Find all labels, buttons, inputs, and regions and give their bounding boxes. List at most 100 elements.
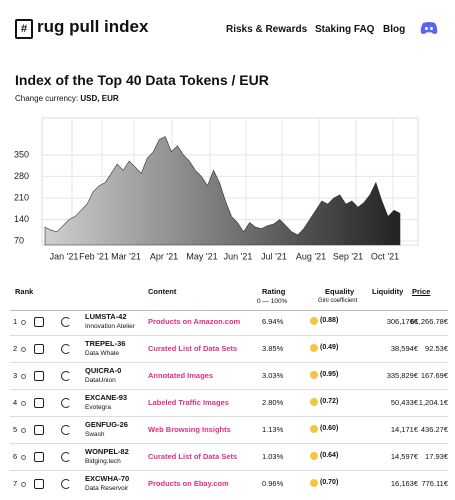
column-header[interactable]: Price <box>412 287 431 296</box>
logo[interactable]: # <box>15 19 33 39</box>
price: 61,266.78€ <box>410 317 448 326</box>
x-tick-label: Jun '21 <box>224 251 253 261</box>
rating-sub: 0 — 100% <box>257 298 288 305</box>
chart-icon[interactable] <box>34 425 44 435</box>
rank-dot <box>21 374 26 379</box>
pie-icon[interactable] <box>61 479 71 489</box>
gini: (0.95) <box>320 371 339 378</box>
chart-icon[interactable] <box>34 479 44 489</box>
rating: 1.03% <box>262 452 284 461</box>
chart-icon[interactable] <box>34 452 44 462</box>
content-link[interactable]: Curated List of Data Sets <box>148 344 238 353</box>
gini: (0.88) <box>320 317 339 324</box>
price: 776.11€ <box>421 479 448 488</box>
rank-dot <box>21 401 26 406</box>
rank: 2 <box>13 344 18 353</box>
pie-icon[interactable] <box>61 317 71 327</box>
liquidity: 14,171€ <box>390 425 418 434</box>
rank: 1 <box>13 317 18 326</box>
pie-icon[interactable] <box>61 452 71 462</box>
equality-emoji <box>310 452 318 460</box>
y-tick-label: 140 <box>14 214 29 224</box>
brand[interactable]: rug pull index <box>37 17 149 36</box>
equality-emoji <box>310 425 318 433</box>
rank-dot <box>21 428 26 433</box>
pie-icon[interactable] <box>61 344 71 354</box>
pie-icon[interactable] <box>61 398 71 408</box>
rating: 1.13% <box>262 425 284 434</box>
x-tick-label: Oct '21 <box>371 251 399 261</box>
chart-icon[interactable] <box>34 398 44 408</box>
token-name: QUICRA-0 <box>85 366 122 375</box>
header-rule <box>10 310 448 311</box>
liquidity: 16,163€ <box>390 479 418 488</box>
rank: 4 <box>13 398 18 407</box>
token-owner: DataUnion <box>85 377 116 384</box>
rating: 3.03% <box>262 371 284 380</box>
equality-emoji <box>310 479 318 487</box>
x-tick-label: Apr '21 <box>150 251 178 261</box>
content-link[interactable]: Labeled Traffic Images <box>148 398 229 407</box>
equality-emoji <box>310 317 318 325</box>
rank: 7 <box>13 479 18 488</box>
token-name: GENFUG-26 <box>85 420 128 429</box>
currency-label: Change currency: <box>15 94 79 103</box>
discord-icon[interactable] <box>420 21 438 35</box>
row-rule <box>10 416 448 417</box>
token-name: EXCANE-93 <box>85 393 128 402</box>
nav-link[interactable]: Staking FAQ <box>315 24 375 35</box>
chart-icon[interactable] <box>34 317 44 327</box>
nav-link[interactable]: Blog <box>383 24 406 35</box>
price: 167.69€ <box>420 371 448 380</box>
column-header: Rating <box>262 287 286 296</box>
rating: 0.96% <box>262 479 284 488</box>
y-tick-label: 70 <box>14 235 24 245</box>
gini: (0.72) <box>320 398 339 405</box>
x-tick-label: Sep '21 <box>333 251 363 261</box>
content-link[interactable]: Web Browsing Insights <box>148 425 231 434</box>
column-header: Content <box>148 287 177 296</box>
rank: 6 <box>13 452 18 461</box>
gini: (0.70) <box>320 479 339 486</box>
content-link[interactable]: Curated List of Data Sets <box>148 452 238 461</box>
area <box>44 136 401 246</box>
chart-icon[interactable] <box>34 344 44 354</box>
liquidity: 50,433€ <box>390 398 418 407</box>
rank-dot <box>21 482 26 487</box>
token-owner: Bidging.tech <box>85 458 121 465</box>
row-rule <box>10 470 448 471</box>
price: 92.53€ <box>425 344 448 353</box>
token-name: EXCWHA-70 <box>85 474 130 483</box>
nav-link[interactable]: Risks & Rewards <box>226 24 308 35</box>
x-tick-label: Feb '21 <box>79 251 109 261</box>
currency-options[interactable]: USD, EUR <box>80 94 119 103</box>
price: 1,204.1€ <box>418 398 448 407</box>
content-link[interactable]: Products on Ebay.com <box>148 479 229 488</box>
currency-switch: Change currency: USD, EUR <box>15 94 119 103</box>
token-owner: Data Whale <box>85 350 119 357</box>
token-owner: Innovation Atelier <box>85 323 135 330</box>
gini: (0.64) <box>320 452 339 459</box>
column-header: Equality <box>325 287 355 296</box>
token-owner: Swash <box>85 431 105 438</box>
rank: 5 <box>13 425 18 434</box>
content-link[interactable]: Annotated Images <box>148 371 214 380</box>
column-header: Rank <box>15 287 34 296</box>
price: 17.93€ <box>425 452 448 461</box>
gini: (0.60) <box>320 425 339 432</box>
column-header: Liquidity <box>372 287 404 296</box>
row-rule <box>10 443 448 444</box>
price: 436.27€ <box>420 425 448 434</box>
pie-icon[interactable] <box>61 425 71 435</box>
chart-icon[interactable] <box>34 371 44 381</box>
pie-icon[interactable] <box>61 371 71 381</box>
content-link[interactable]: Products on Amazon.com <box>148 317 241 326</box>
token-owner: Evotegra <box>85 404 112 411</box>
equality-emoji <box>310 398 318 406</box>
rating: 2.80% <box>262 398 284 407</box>
token-name: WONPEL-82 <box>85 447 129 456</box>
rank-dot <box>21 320 26 325</box>
rating: 6.94% <box>262 317 284 326</box>
gini: (0.49) <box>320 344 339 351</box>
x-tick-label: May '21 <box>186 251 217 261</box>
